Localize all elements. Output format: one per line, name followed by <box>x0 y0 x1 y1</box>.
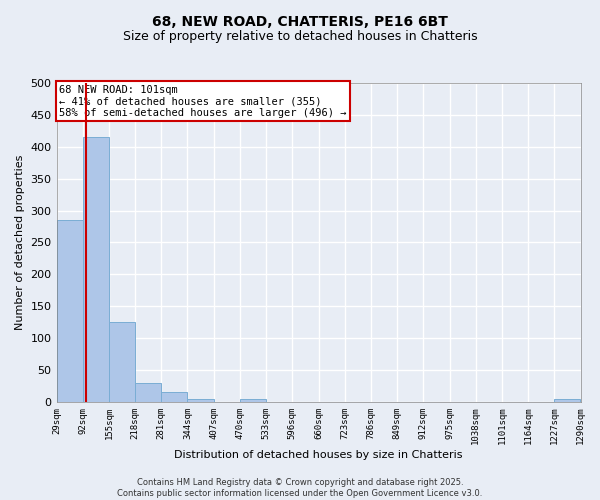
Y-axis label: Number of detached properties: Number of detached properties <box>15 155 25 330</box>
Bar <box>83 137 109 402</box>
Bar <box>135 383 161 402</box>
Bar <box>161 392 187 402</box>
Bar <box>109 322 135 402</box>
Bar <box>554 399 580 402</box>
Bar <box>56 220 83 402</box>
Text: 68 NEW ROAD: 101sqm
← 41% of detached houses are smaller (355)
58% of semi-detac: 68 NEW ROAD: 101sqm ← 41% of detached ho… <box>59 84 347 118</box>
Text: Size of property relative to detached houses in Chatteris: Size of property relative to detached ho… <box>122 30 478 43</box>
Bar <box>187 399 214 402</box>
Text: Contains HM Land Registry data © Crown copyright and database right 2025.
Contai: Contains HM Land Registry data © Crown c… <box>118 478 482 498</box>
X-axis label: Distribution of detached houses by size in Chatteris: Distribution of detached houses by size … <box>174 450 463 460</box>
Bar <box>240 399 266 402</box>
Text: 68, NEW ROAD, CHATTERIS, PE16 6BT: 68, NEW ROAD, CHATTERIS, PE16 6BT <box>152 15 448 29</box>
